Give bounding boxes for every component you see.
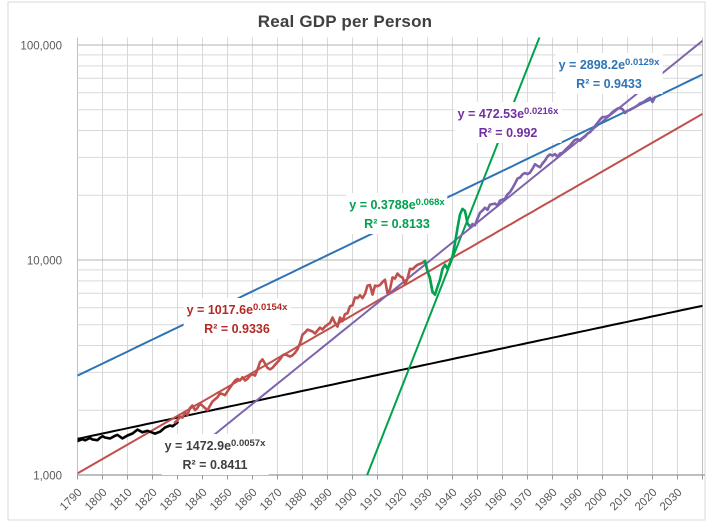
equation-base: y = 472.53e (457, 107, 525, 121)
trendline-equation-green: y = 0.3788e0.068x R² = 0.8133 (346, 193, 448, 234)
series-line (423, 207, 472, 296)
x-axis-label: 1820 (133, 487, 160, 514)
trend-1929-1947-line (366, 37, 541, 475)
trendline-r2-text: R² = 0.9433 (576, 77, 642, 91)
x-axis-label: 1870 (258, 487, 285, 514)
trendline-r2-text: R² = 0.9336 (204, 322, 270, 336)
x-axis-label: 1990 (558, 487, 585, 514)
trendline-equation-text: y = 472.53e0.0216x (458, 102, 559, 124)
trendline-equation-text: y = 1017.6e0.0154x (187, 298, 288, 320)
equation-exponent: 0.0057x (231, 438, 266, 449)
y-axis-label: 1,000 (33, 471, 62, 483)
x-axis-label: 1830 (158, 487, 185, 514)
trendline-equation-text: y = 0.3788e0.068x (349, 193, 444, 215)
x-axis-label: 1890 (308, 487, 335, 514)
series-line (173, 259, 437, 424)
x-axis-label: 1860 (233, 487, 260, 514)
equation-exponent: 0.068x (415, 197, 445, 208)
x-axis-label: 1910 (358, 487, 385, 514)
x-axis-label: 1840 (183, 487, 210, 514)
x-axis-label: 1880 (283, 487, 310, 514)
x-axis-label: 1960 (483, 487, 510, 514)
x-axis-label: 2030 (658, 487, 685, 514)
equation-exponent: 0.0129x (625, 57, 660, 68)
x-axis-label: 1950 (458, 487, 485, 514)
x-axis-label: 1800 (83, 487, 110, 514)
x-axis-label: 1980 (533, 487, 560, 514)
x-axis-label: 1920 (383, 487, 410, 514)
equation-base: y = 2898.2e (558, 58, 626, 72)
x-axis-label: 1810 (108, 487, 135, 514)
y-axis-label: 10,000 (27, 256, 62, 268)
x-axis-label: 1850 (208, 487, 235, 514)
trendline-r2-text: R² = 0.992 (478, 126, 538, 140)
x-axis-label: 2020 (633, 487, 660, 514)
data-series (77, 95, 657, 443)
y-axis-label: 100,000 (20, 41, 62, 53)
trendline-equation-red: y = 1017.6e0.0154x R² = 0.9336 (183, 298, 291, 339)
x-axis-label: 1940 (433, 487, 460, 514)
series-line (77, 421, 179, 443)
trendline-equation-blue: y = 2898.2e0.0129x R² = 0.9433 (555, 53, 663, 94)
equation-exponent: 0.0216x (524, 106, 559, 117)
trendline-equation-black: y = 1472.9e0.0057x R² = 0.8411 (161, 434, 269, 475)
chart-title: Real GDP per Person (257, 12, 433, 31)
trendline-equation-text: y = 2898.2e0.0129x (559, 53, 660, 75)
equation-exponent: 0.0154x (253, 302, 288, 313)
x-axis (77, 474, 705, 480)
x-axis-label: 1970 (508, 487, 535, 514)
gridlines (77, 37, 703, 475)
trendline-r2-text: R² = 0.8411 (182, 458, 248, 472)
x-axis-label: 2000 (583, 487, 610, 514)
equation-base: y = 1472.9e (164, 439, 232, 453)
trendline-equation-purple: y = 472.53e0.0216x R² = 0.992 (454, 102, 562, 143)
x-axis-label: 1790 (58, 487, 85, 514)
equation-base: y = 1017.6e (186, 303, 254, 317)
x-axis-label: 1900 (333, 487, 360, 514)
series-line (468, 95, 657, 228)
equation-base: y = 0.3788e (349, 198, 416, 212)
x-axis-label: 2010 (608, 487, 635, 514)
trendline-equation-text: y = 1472.9e0.0057x (165, 434, 266, 456)
x-axis-label: 1930 (408, 487, 435, 514)
chart-border (7, 1, 706, 521)
trendline-r2-text: R² = 0.8133 (364, 217, 430, 231)
